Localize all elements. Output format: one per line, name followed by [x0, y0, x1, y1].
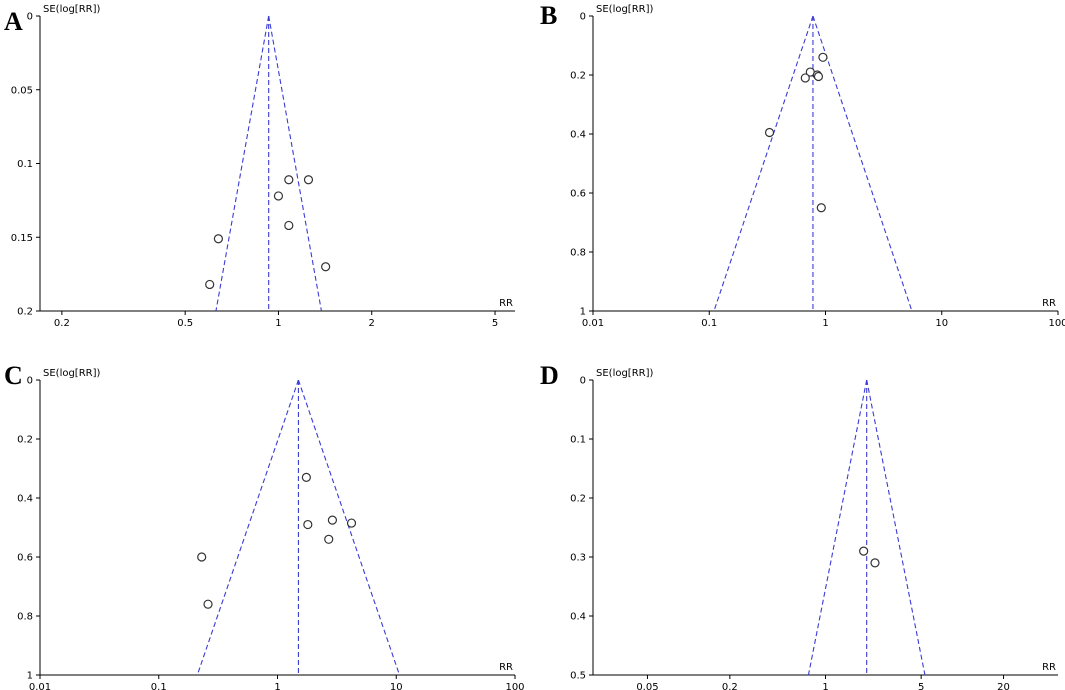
study-point [800, 73, 810, 83]
y-tick-label: 0 [580, 376, 586, 387]
funnel-right-boundary [866, 379, 926, 676]
x-tick-label: 1 [822, 682, 828, 690]
y-tick-label: 0 [580, 12, 586, 23]
y-tick-label: 0.4 [570, 612, 586, 623]
x-axis-title: RR [1042, 298, 1056, 309]
x-tick-label: 0.1 [701, 318, 717, 329]
x-axis-title: RR [499, 298, 513, 309]
study-point [346, 518, 357, 528]
funnel-left-boundary [807, 379, 868, 676]
study-point [764, 127, 775, 138]
y-tick-label: 0.15 [11, 233, 33, 244]
y-tick-label: 0.1 [17, 159, 33, 170]
x-tick-label: 0.2 [54, 318, 70, 329]
study-point [205, 279, 215, 290]
x-tick-label: 100 [505, 682, 524, 690]
panel-letter: A [4, 7, 23, 36]
y-tick-label: 0.6 [17, 553, 33, 564]
y-tick-label: 0 [27, 12, 33, 23]
study-point [284, 220, 294, 231]
y-tick-label: 0.8 [17, 612, 33, 623]
panel-d: D 0 0.1 0.2 0.3 0.4 0.5 0.05 0.2 1 5 20 SE(log[RR]) R… [540, 361, 1058, 690]
x-tick-label: 0.01 [29, 682, 51, 690]
y-axis-title: SE(log[RR]) [596, 368, 654, 379]
study-point [203, 599, 213, 609]
study-point [818, 52, 828, 62]
study-point [273, 191, 284, 201]
y-tick-label: 0.2 [570, 71, 586, 82]
y-tick-label: 0.2 [17, 307, 33, 318]
y-tick-label: 0 [27, 376, 33, 387]
x-tick-label: 1 [274, 682, 280, 690]
funnel-right-boundary [812, 15, 913, 312]
y-axis-title: SE(log[RR]) [43, 4, 101, 15]
funnel-left-boundary [215, 15, 270, 312]
funnel-right-boundary [297, 379, 401, 676]
study-point [301, 472, 311, 482]
study-point [213, 234, 223, 244]
funnel-right-boundary [268, 15, 322, 312]
y-tick-label: 0.2 [17, 435, 33, 446]
study-point [859, 546, 869, 556]
x-tick-label: 100 [1048, 318, 1065, 329]
funnel-left-boundary [713, 15, 814, 312]
study-point [197, 552, 207, 562]
x-tick-label: 2 [369, 318, 375, 329]
x-tick-label: 1 [822, 318, 828, 329]
panel-letter: B [540, 1, 557, 30]
y-tick-label: 0.1 [570, 435, 586, 446]
x-tick-label: 0.1 [151, 682, 167, 690]
x-tick-label: 0.5 [177, 318, 193, 329]
y-tick-label: 0.8 [570, 248, 586, 259]
study-point [303, 519, 313, 530]
x-tick-label: 20 [997, 682, 1010, 690]
panel-a: A 0 0.05 0.1 0.15 0.2 0.2 0.5 1 2 5 SE(log[RR]) RR [4, 4, 515, 329]
x-tick-label: 0.2 [722, 682, 738, 690]
y-tick-label: 0.5 [570, 671, 586, 682]
y-tick-label: 0.3 [570, 553, 586, 564]
y-tick-label: 1 [27, 671, 33, 682]
study-point [303, 175, 314, 185]
study-point [327, 515, 338, 525]
y-axis-title: SE(log[RR]) [596, 4, 654, 15]
y-tick-label: 0.2 [570, 494, 586, 505]
x-tick-label: 5 [492, 318, 498, 329]
x-axis-title: RR [499, 662, 513, 673]
study-point [816, 203, 826, 213]
funnel-left-boundary [196, 379, 299, 676]
x-tick-label: 10 [390, 682, 403, 690]
x-tick-label: 0.01 [582, 318, 604, 329]
y-tick-label: 0.4 [17, 494, 33, 505]
x-tick-label: 0.05 [636, 682, 658, 690]
study-point [284, 175, 294, 185]
y-tick-label: 1 [580, 307, 586, 318]
y-axis-title: SE(log[RR]) [43, 368, 101, 379]
y-tick-label: 0.05 [11, 85, 33, 96]
study-point [324, 534, 334, 544]
y-tick-label: 0.4 [570, 130, 586, 141]
study-point [321, 262, 331, 272]
panel-letter: C [4, 361, 23, 390]
x-tick-label: 1 [275, 318, 281, 329]
panel-c: C 00.20.40.60.810.01 0.1 1 10 100SE(log[RR])R… [4, 361, 525, 690]
panel-letter: D [540, 361, 559, 390]
study-point [870, 558, 880, 568]
y-tick-label: 0.6 [570, 189, 586, 200]
study-point [813, 71, 824, 82]
x-tick-label: 5 [918, 682, 924, 690]
x-tick-label: 10 [935, 318, 948, 329]
panel-b: B 00.20.40.60.810.01 0.1 1 10 100SE(log[RR])R… [540, 1, 1065, 329]
x-axis-title: RR [1042, 662, 1056, 673]
